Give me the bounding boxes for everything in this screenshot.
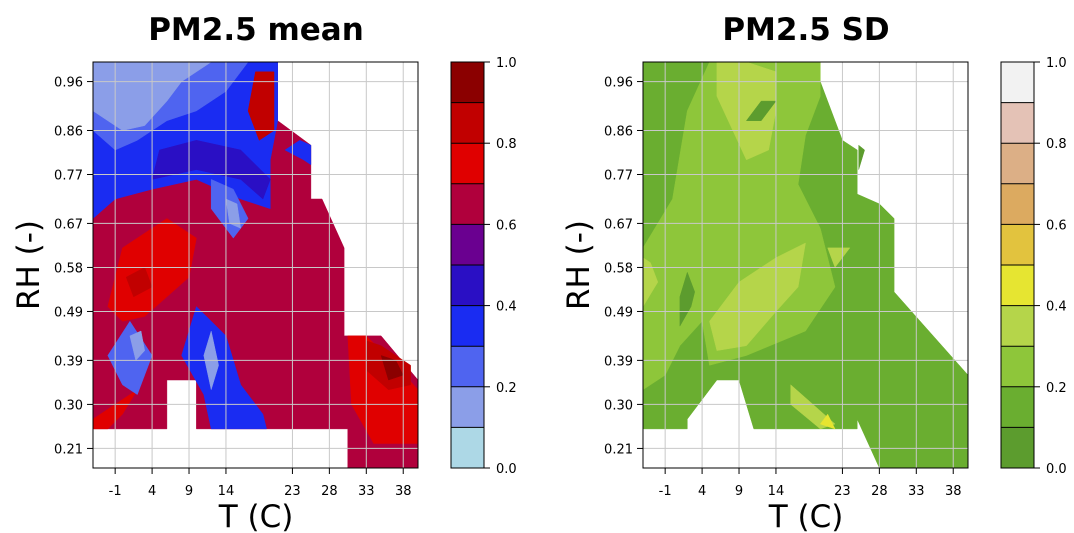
mean-y-tick-label: 0.39 bbox=[54, 354, 83, 369]
sd-y-tick-label: 0.77 bbox=[604, 169, 633, 184]
sd-colorbar-segment bbox=[1001, 143, 1034, 184]
mean-colorbar: 0.0 0.2 0.4 0.6 0.8 1.0 bbox=[450, 56, 517, 477]
sd-colorbar-segment bbox=[1001, 305, 1034, 347]
mean-plot-area bbox=[92, 61, 419, 469]
sd-contour-region bbox=[819, 413, 836, 430]
mean-y-tick-label: 0.30 bbox=[54, 398, 83, 413]
mean-y-tick-label: 0.58 bbox=[54, 261, 83, 276]
mean-colorbar-segment bbox=[451, 427, 484, 468]
sd-y-tick-label: 0.49 bbox=[604, 305, 633, 320]
mean-colorbar-segment bbox=[451, 143, 484, 184]
mean-x-tick-label: 9 bbox=[185, 484, 193, 499]
sd-grid bbox=[643, 62, 968, 468]
mean-x-tick-label: 14 bbox=[218, 484, 235, 499]
sd-y-tick-label: 0.39 bbox=[604, 354, 633, 369]
mean-colorbar-tick-label: 0.4 bbox=[496, 300, 517, 315]
sd-colorbar-tick-label: 1.0 bbox=[1046, 56, 1067, 71]
sd-title: PM2.5 SD bbox=[722, 12, 889, 48]
mean-colorbar-tick-label: 0.2 bbox=[496, 381, 517, 396]
mean-title: PM2.5 mean bbox=[148, 12, 364, 48]
sd-x-tick-label: 33 bbox=[908, 484, 925, 499]
sd-y-tick-label: 0.86 bbox=[604, 124, 633, 139]
sd-colorbar-segment bbox=[1001, 183, 1034, 225]
sd-y-tick-label: 0.30 bbox=[604, 398, 633, 413]
sd-y-tick-label: 0.67 bbox=[604, 217, 633, 232]
sd-x-tick-label: 28 bbox=[871, 484, 888, 499]
mean-y-ticks: 0.21 0.30 0.39 0.49 0.58 0.67 0.77 0.86 0.96 bbox=[54, 76, 93, 457]
mean-colorbar-segment bbox=[451, 346, 484, 387]
mean-x-axis-label: T (C) bbox=[218, 499, 294, 533]
sd-x-axis-label: T (C) bbox=[768, 499, 844, 533]
sd-colorbar-segment bbox=[1001, 346, 1034, 387]
sd-colorbar-tick-label: 0.2 bbox=[1046, 381, 1067, 396]
mean-y-tick-label: 0.21 bbox=[54, 442, 83, 457]
sd-colorbar-tick-label: 0.8 bbox=[1046, 137, 1067, 152]
mean-plot-frame bbox=[92, 61, 419, 469]
sd-colorbar-tick-label: 0.4 bbox=[1046, 300, 1067, 315]
mean-contour-region bbox=[151, 140, 271, 200]
sd-y-ticks: 0.21 0.30 0.39 0.49 0.58 0.67 0.77 0.86 0.96 bbox=[604, 76, 643, 457]
mean-colorbar-tick-label: 0.0 bbox=[496, 462, 517, 477]
mean-contour-region bbox=[284, 140, 312, 166]
sd-colorbar-segment bbox=[1001, 102, 1034, 144]
sd-y-tick-label: 0.96 bbox=[604, 76, 633, 91]
sd-colorbar-segment bbox=[1001, 62, 1034, 103]
sd-x-tick-label: 23 bbox=[834, 484, 851, 499]
sd-y-tick-label: 0.58 bbox=[604, 261, 633, 276]
mean-colorbar-segment bbox=[451, 386, 484, 428]
mean-contour-region bbox=[225, 198, 242, 229]
sd-panel: PM2.5 SD -1 4 9 14 23 28 33 38 0.21 0.30 0.39 0.49… bbox=[561, 12, 1067, 533]
sd-contour-region bbox=[858, 144, 865, 170]
mean-y-axis-label: RH (-) bbox=[11, 220, 47, 310]
mean-x-tick-label: 4 bbox=[148, 484, 156, 499]
mean-grid bbox=[93, 62, 418, 468]
sd-plot-area bbox=[642, 61, 969, 469]
sd-y-axis-label: RH (-) bbox=[561, 220, 597, 310]
mean-contour-region bbox=[181, 306, 267, 430]
mean-y-tick-label: 0.49 bbox=[54, 305, 83, 320]
sd-colorbar-segment bbox=[1001, 427, 1034, 468]
sd-colorbar-segment bbox=[1001, 386, 1034, 428]
mean-y-tick-label: 0.86 bbox=[54, 124, 83, 139]
sd-x-tick-label: 4 bbox=[698, 484, 706, 499]
mean-x-tick-label: 28 bbox=[321, 484, 338, 499]
sd-colorbar-tick-label: 0.6 bbox=[1046, 218, 1067, 233]
mean-colorbar-frame bbox=[450, 61, 485, 469]
sd-contour-region bbox=[709, 242, 806, 351]
sd-colorbar-frame bbox=[1000, 61, 1035, 469]
mean-x-tick-label: 23 bbox=[284, 484, 301, 499]
mean-colorbar-tick-label: 0.8 bbox=[496, 137, 517, 152]
mean-y-tick-label: 0.96 bbox=[54, 76, 83, 91]
mean-colorbar-segment bbox=[451, 224, 484, 265]
mean-y-tick-label: 0.77 bbox=[54, 169, 83, 184]
sd-contour-region bbox=[679, 271, 695, 328]
sd-colorbar-segment bbox=[1001, 224, 1034, 265]
mean-colorbar-segment bbox=[451, 183, 484, 225]
sd-x-tick-label: 9 bbox=[735, 484, 743, 499]
mean-colorbar-segment bbox=[451, 62, 484, 103]
mean-x-tick-label: -1 bbox=[109, 484, 122, 499]
mean-colorbar-segment bbox=[451, 305, 484, 347]
mean-colorbar-segment bbox=[451, 265, 484, 306]
sd-x-tick-label: 38 bbox=[945, 484, 962, 499]
sd-colorbar-tick-label: 0.0 bbox=[1046, 462, 1067, 477]
sd-colorbar-segment bbox=[1001, 265, 1034, 306]
mean-x-tick-label: 38 bbox=[395, 484, 412, 499]
mean-contour-region bbox=[129, 330, 145, 361]
mean-x-ticks: -1 4 9 14 23 28 33 38 bbox=[109, 468, 412, 499]
sd-x-ticks: -1 4 9 14 23 28 33 38 bbox=[659, 468, 962, 499]
sd-colorbar: 0.0 0.2 0.4 0.6 0.8 1.0 bbox=[1000, 56, 1067, 477]
mean-colorbar-tick-label: 0.6 bbox=[496, 218, 517, 233]
sd-x-tick-label: -1 bbox=[659, 484, 672, 499]
sd-x-tick-label: 14 bbox=[768, 484, 785, 499]
mean-colorbar-tick-label: 1.0 bbox=[496, 56, 517, 71]
mean-y-tick-label: 0.67 bbox=[54, 217, 83, 232]
sd-y-tick-label: 0.21 bbox=[604, 442, 633, 457]
mean-panel: PM2.5 mean -1 4 9 14 23 28 33 38 0.210.300.390.… bbox=[11, 12, 517, 533]
mean-contour-region bbox=[247, 71, 275, 141]
mean-colorbar-segment bbox=[451, 102, 484, 144]
sd-plot-frame bbox=[642, 61, 969, 469]
mean-x-tick-label: 33 bbox=[358, 484, 375, 499]
